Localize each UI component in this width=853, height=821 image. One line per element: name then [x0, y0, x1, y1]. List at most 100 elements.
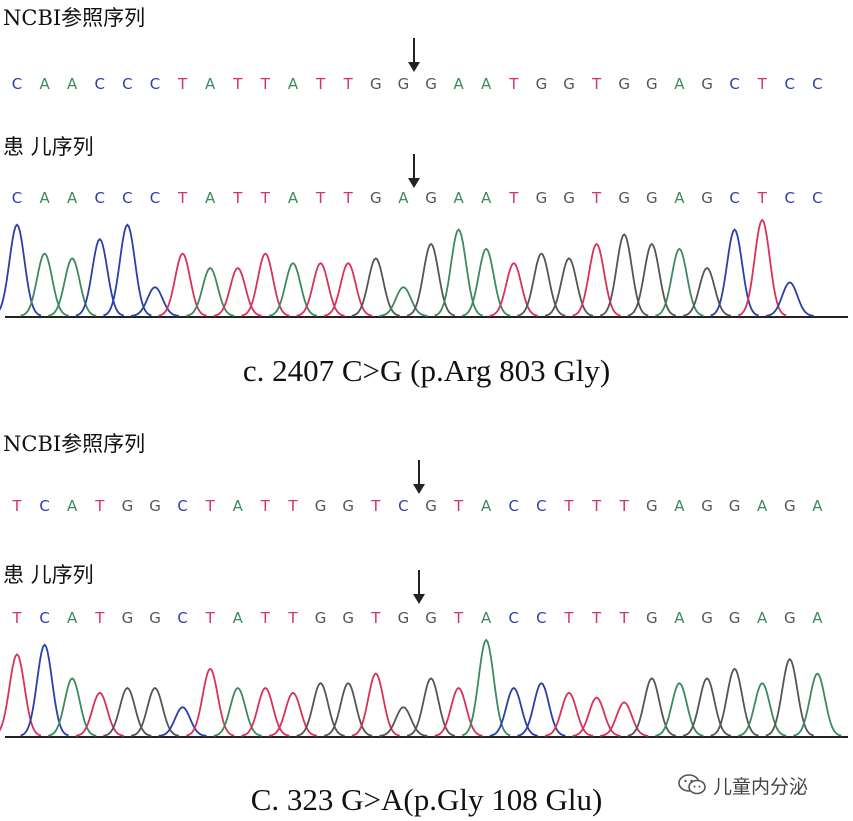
panel-1-peak-3	[48, 257, 97, 317]
panel-1-patient-base-27: C	[729, 189, 740, 207]
panel-1-patient-arrow-icon	[408, 154, 420, 188]
panel-1-peak-9	[213, 266, 262, 317]
panel-1-peak-11	[268, 262, 318, 317]
panel-1-reference-base-8: A	[205, 75, 216, 93]
panel-2-reference-base-9: A	[232, 497, 243, 515]
panel-1-patient-base-8: A	[205, 189, 216, 207]
panel-1-reference-base-7: T	[178, 75, 188, 93]
panel-2-patient-base-27: G	[728, 609, 741, 627]
panel-2-reference-base-4: T	[95, 497, 105, 515]
panel-1-peak-19	[489, 262, 538, 317]
panel-1-peak-1	[0, 223, 42, 317]
panel-1-patient-base-28: T	[757, 189, 767, 207]
panel-1-reference-base-9: T	[233, 75, 243, 93]
panel-1-patient-base-21: G	[563, 189, 575, 207]
panel-1-peak-28	[737, 218, 787, 317]
panel-2-reference-base-27: G	[728, 497, 741, 515]
panel-2-peak-17	[434, 686, 483, 737]
panel-1-patient-base-19: T	[509, 189, 519, 207]
panel-2-reference-base-22: T	[592, 497, 602, 515]
panel-2-mutation-caption: C. 323 G>A(p.Gly 108 Glu)	[250, 782, 603, 817]
panel-1-patient-base-10: T	[260, 189, 270, 207]
panel-2-peak-8	[186, 667, 235, 737]
panel-2-peak-29	[765, 657, 815, 737]
panel-1-reference-base-16: G	[425, 75, 437, 93]
panel-1-reference-base-28: T	[757, 75, 767, 93]
panel-2-patient-base-24: G	[645, 609, 658, 627]
panel-2-patient-base-25: A	[674, 609, 685, 627]
panel-1-patient-base-6: C	[149, 189, 161, 207]
panel-1-patient-base-25: A	[674, 189, 685, 207]
panel-1-reference-base-27: C	[729, 75, 740, 93]
panel-2-reference-base-5: G	[121, 497, 134, 515]
panel-2-reference-base-29: G	[783, 497, 796, 515]
panel-2-reference-base-17: T	[454, 497, 464, 515]
panel-2-peak-14	[351, 672, 400, 737]
panel-2-patient-base-29: G	[783, 609, 796, 627]
panel-1-peak-10	[241, 252, 290, 317]
panel-1-patient-base-18: A	[481, 189, 492, 207]
panel-2-chromatogram	[0, 638, 848, 738]
panel-1-reference-base-18: A	[481, 75, 492, 93]
panel-1-reference-base-3: A	[67, 75, 78, 93]
panel-2-peak-12	[296, 682, 345, 737]
panel-2-patient-base-23: T	[619, 609, 629, 627]
panel-2-peak-9	[213, 686, 262, 737]
panel-2-peak-30	[793, 672, 842, 737]
panel-1-reference-base-14: G	[369, 75, 382, 93]
panel-2-patient-base-30: A	[812, 609, 823, 627]
panel-2-reference-base-30: A	[812, 497, 823, 515]
panel-1-reference-base-25: A	[674, 75, 685, 93]
panel-1-peak-2	[20, 252, 69, 317]
panel-1-patient-base-20: G	[535, 189, 548, 207]
panel-2-peak-6	[130, 686, 180, 737]
panel-2-patient-base-2: C	[39, 609, 50, 627]
panel-1-peak-26	[682, 266, 732, 317]
panel-1-reference-base-20: G	[535, 75, 548, 93]
panel-2-reference-base-24: G	[645, 497, 658, 515]
panel-1-reference-base-22: T	[592, 75, 602, 93]
panel-2-reference-base-28: A	[757, 497, 768, 515]
panel-1-patient-base-30: C	[812, 189, 823, 207]
panel-1-reference-base-17: A	[453, 75, 464, 93]
panel-2-peak-23	[600, 701, 649, 737]
panel-2-patient-base-8: T	[205, 609, 215, 627]
panel-2-peak-25	[655, 682, 704, 737]
panel-1-patient-base-16: G	[425, 189, 437, 207]
panel-2-reference-base-2: C	[39, 497, 50, 515]
panel-2-reference-base-20: C	[536, 497, 547, 515]
panel-2-peak-13	[324, 682, 373, 737]
panel-1-reference-base-12: T	[316, 75, 326, 93]
panel-2-patient-base-6: G	[149, 609, 161, 627]
panel-2-reference-base-13: G	[342, 497, 354, 515]
panel-2-patient-base-18: A	[481, 609, 492, 627]
panel-1-reference-base-21: G	[563, 75, 575, 93]
panel-2-patient-base-19: C	[508, 609, 520, 627]
panel-1-patient-base-1: C	[11, 189, 23, 207]
panel-1-reference-base-15: G	[397, 75, 410, 93]
panel-1-reference-base-19: T	[509, 75, 519, 93]
panel-2-patient-base-10: T	[260, 609, 270, 627]
panel-1-peak-18	[462, 247, 511, 317]
panel-2-peak-10	[241, 686, 290, 737]
panel-2-reference-base-8: T	[205, 497, 215, 515]
panel-1-reference-base-11: A	[287, 75, 299, 93]
panel-2-reference-base-14: T	[371, 497, 381, 515]
panel-1-reference-base-29: C	[784, 75, 796, 93]
panel-1-reference-base-26: G	[701, 75, 713, 93]
panel-2-reference-base-12: G	[314, 497, 327, 515]
panel-1-mutation-caption: c. 2407 C>G (p.Arg 803 Gly)	[242, 353, 611, 388]
panel-2-patient-base-3: A	[67, 609, 78, 627]
panel-1-patient-base-2: A	[39, 189, 50, 207]
panel-1-peak-25	[655, 247, 704, 317]
panel-2-reference-base-6: G	[149, 497, 161, 515]
panel-2-peak-27	[710, 667, 759, 737]
panel-1-peak-22	[572, 242, 621, 317]
panel-2-reference-base-10: T	[260, 497, 270, 515]
panel-1-patient-base-11: A	[287, 189, 299, 207]
panel-2-reference-base-7: C	[177, 497, 188, 515]
panel-1-patient-base-17: A	[453, 189, 464, 207]
panel-1-peak-23	[599, 233, 649, 317]
panel-1-patient-base-5: C	[122, 189, 133, 207]
